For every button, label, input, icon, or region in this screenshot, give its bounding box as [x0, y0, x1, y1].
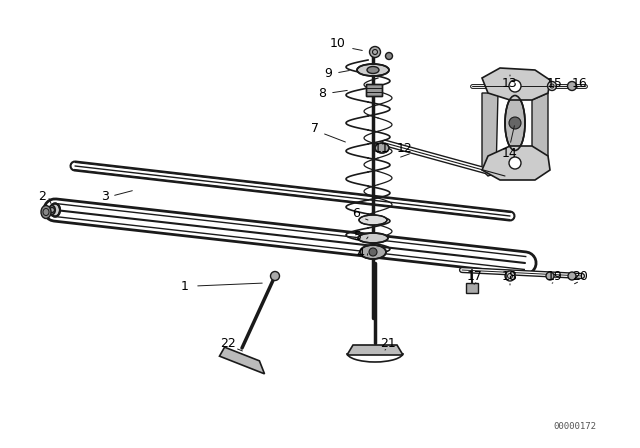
- Text: 8: 8: [318, 86, 326, 99]
- Polygon shape: [482, 68, 550, 100]
- Text: 21: 21: [380, 336, 396, 349]
- Polygon shape: [220, 347, 264, 374]
- Text: 12: 12: [397, 142, 413, 155]
- Ellipse shape: [505, 271, 515, 281]
- Bar: [466, 283, 478, 293]
- Circle shape: [509, 117, 521, 129]
- Text: 5: 5: [354, 229, 362, 242]
- Text: 4: 4: [356, 246, 364, 259]
- Text: 1: 1: [181, 280, 189, 293]
- Text: 6: 6: [352, 207, 360, 220]
- Text: 7: 7: [311, 121, 319, 134]
- Ellipse shape: [568, 82, 577, 90]
- Text: 14: 14: [502, 146, 518, 159]
- Ellipse shape: [357, 64, 389, 76]
- Ellipse shape: [359, 215, 387, 225]
- Ellipse shape: [568, 272, 576, 280]
- Text: 20: 20: [572, 270, 588, 283]
- Ellipse shape: [358, 233, 388, 243]
- Text: 13: 13: [502, 77, 518, 90]
- Text: 10: 10: [330, 36, 346, 49]
- Ellipse shape: [360, 245, 386, 259]
- Ellipse shape: [547, 82, 557, 90]
- Text: 00000172: 00000172: [554, 422, 596, 431]
- Text: 16: 16: [572, 77, 588, 90]
- Ellipse shape: [505, 95, 525, 151]
- Ellipse shape: [49, 206, 55, 215]
- Polygon shape: [482, 146, 550, 180]
- Ellipse shape: [385, 52, 392, 60]
- Bar: [366, 84, 382, 96]
- Text: 11: 11: [374, 142, 390, 155]
- Ellipse shape: [369, 248, 377, 256]
- Polygon shape: [482, 93, 498, 176]
- Text: 9: 9: [324, 66, 332, 79]
- Text: 17: 17: [467, 270, 483, 283]
- Text: 3: 3: [101, 190, 109, 202]
- Polygon shape: [532, 93, 548, 176]
- Circle shape: [509, 80, 521, 92]
- Ellipse shape: [546, 272, 554, 280]
- Ellipse shape: [367, 66, 379, 73]
- Text: 19: 19: [547, 270, 563, 283]
- Ellipse shape: [271, 271, 280, 280]
- Ellipse shape: [375, 143, 389, 153]
- Bar: [366, 84, 382, 96]
- Ellipse shape: [50, 203, 60, 216]
- Polygon shape: [347, 345, 403, 355]
- Text: 18: 18: [502, 270, 518, 283]
- Text: 15: 15: [547, 77, 563, 90]
- Text: 2: 2: [38, 190, 46, 202]
- Circle shape: [369, 47, 381, 57]
- Text: 22: 22: [220, 336, 236, 349]
- Ellipse shape: [41, 206, 51, 219]
- Circle shape: [509, 157, 521, 169]
